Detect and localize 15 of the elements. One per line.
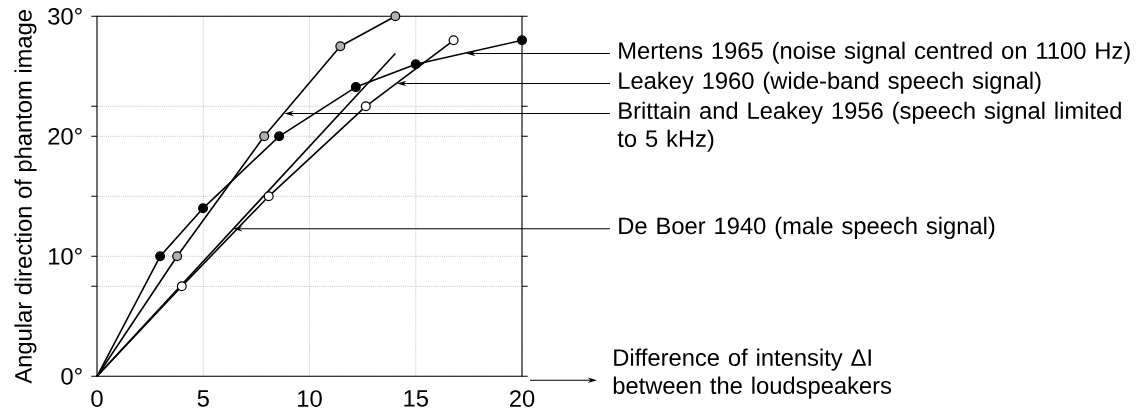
y-tick-label: 20°	[48, 127, 82, 145]
y-axis-title: Angular direction of phantom image	[14, 10, 37, 384]
y-tick-label: 10°	[49, 247, 82, 265]
annotation: Leakey 1960 (wide-band speech signal)	[619, 71, 1041, 94]
x-tick-label: 10	[298, 390, 322, 408]
x-tick-label: 5	[197, 390, 209, 407]
x-tick-label: 20	[510, 390, 535, 408]
x-tick-label: 15	[404, 390, 428, 407]
y-tick-label: 0°	[61, 367, 82, 385]
text: Difference of intensity ΔI between the loudspeakers	[613, 348, 892, 399]
annotation: De Boer 1940 (male speech signal)	[619, 216, 995, 240]
x-tick-label: 0	[91, 390, 103, 408]
annotation: Mertens 1965 (noise signal centred on 1100 Hz)	[619, 41, 1130, 64]
annotation: Brittain and Leakey 1956 (speech signal limited to 5 kHz)	[617, 101, 1121, 152]
y-tick-label: 30°	[48, 7, 82, 25]
